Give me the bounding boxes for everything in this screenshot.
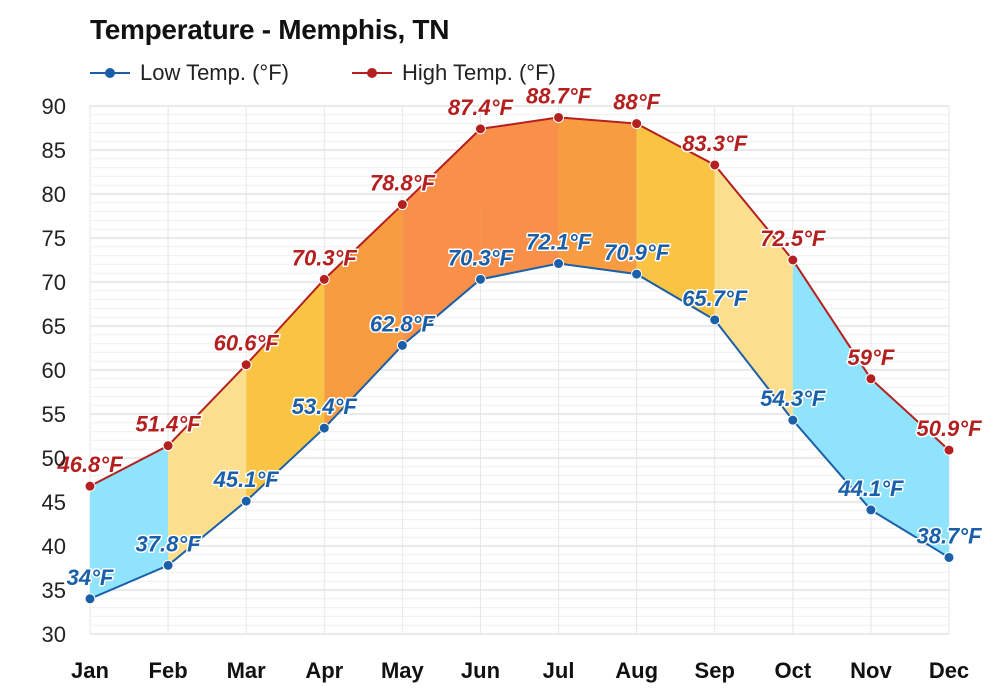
y-tick-label: 45	[42, 490, 66, 515]
temperature-band	[402, 128, 481, 346]
temperature-band	[324, 204, 403, 429]
low-temp-data-label: 72.1°F	[526, 230, 592, 255]
low-temp-data-label: 44.1°F	[837, 476, 904, 501]
y-tick-label: 80	[42, 182, 66, 207]
high-temp-data-label: 87.4°F	[448, 95, 514, 120]
high-temp-point[interactable]	[318, 273, 330, 285]
y-tick-label: 70	[42, 270, 66, 295]
high-temp-data-label: 46.8°F	[56, 452, 123, 477]
high-temp-data-label: 60.6°F	[214, 331, 280, 356]
low-temp-data-label: 37.8°F	[136, 531, 202, 556]
low-temp-point[interactable]	[240, 495, 252, 507]
temperature-band	[870, 378, 949, 558]
legend-low-marker-icon	[90, 63, 130, 83]
y-tick-label: 75	[42, 226, 66, 251]
y-tick-label: 55	[42, 402, 66, 427]
low-temp-data-label: 34°F	[67, 565, 114, 590]
high-temp-point[interactable]	[787, 254, 799, 266]
high-temp-point[interactable]	[396, 199, 408, 211]
high-temp-point[interactable]	[240, 359, 252, 371]
high-temp-data-label: 70.3°F	[292, 245, 358, 270]
y-tick-label: 65	[42, 314, 66, 339]
temperature-band	[558, 117, 637, 275]
low-temp-data-label: 45.1°F	[213, 467, 280, 492]
temperature-band	[792, 260, 871, 510]
low-temp-data-label: 70.3°F	[448, 245, 514, 270]
high-temp-point[interactable]	[162, 440, 174, 452]
high-temp-data-label: 51.4°F	[136, 412, 202, 437]
y-tick-label: 40	[42, 534, 66, 559]
low-temp-point[interactable]	[631, 268, 643, 280]
x-tick-label: May	[381, 658, 425, 683]
chart-title: Temperature - Memphis, TN	[90, 14, 450, 45]
low-temp-data-label: 54.3°F	[760, 386, 826, 411]
y-tick-label: 85	[42, 138, 66, 163]
temperature-band	[480, 117, 559, 280]
y-tick-label: 35	[42, 578, 66, 603]
low-temp-data-label: 65.7°F	[682, 286, 748, 311]
axes: 30 35 40 45 50 55 60 65 70 75 80 85 90 Jan Feb Mar Apr Ma…	[42, 94, 970, 683]
high-temp-data-label: 88.7°F	[526, 83, 592, 108]
x-tick-label: Oct	[774, 658, 811, 683]
high-temp-point[interactable]	[84, 480, 96, 492]
high-temp-data-label: 78.8°F	[370, 171, 436, 196]
high-temp-data-label: 72.5°F	[760, 226, 826, 251]
low-temp-point[interactable]	[318, 422, 330, 434]
x-tick-label: Jan	[71, 658, 109, 683]
x-tick-label: Apr	[305, 658, 343, 683]
temperature-band	[90, 445, 169, 599]
y-tick-label: 50	[42, 446, 66, 471]
temperature-band	[714, 164, 793, 421]
x-tick-label: Feb	[149, 658, 188, 683]
high-temp-point[interactable]	[631, 118, 643, 130]
x-tick-label: Nov	[850, 658, 892, 683]
x-tick-label: Sep	[695, 658, 735, 683]
x-tick-label: Jun	[461, 658, 500, 683]
high-temp-point[interactable]	[474, 123, 486, 135]
low-temp-data-label: 70.9°F	[604, 240, 670, 265]
series-lines	[89, 116, 950, 600]
high-temp-data-label: 83.3°F	[682, 131, 748, 156]
temperature-band	[168, 364, 247, 566]
legend-high-label: High Temp. (°F)	[402, 60, 556, 85]
temperature-band	[636, 123, 715, 320]
x-tick-label: Aug	[615, 658, 658, 683]
low-temp-point[interactable]	[865, 504, 877, 516]
legend-high-marker-icon	[352, 63, 392, 83]
data-labels: 34°F 37.8°F 45.1°F 53.4°F 62.8°F 70.3°F 72.1°F…	[55, 82, 984, 591]
low-temp-point[interactable]	[396, 339, 408, 351]
high-temp-point[interactable]	[709, 159, 721, 171]
high-temp-point[interactable]	[943, 444, 955, 456]
low-temp-point[interactable]	[84, 593, 96, 605]
low-temp-point[interactable]	[553, 258, 565, 270]
y-tick-label: 90	[42, 94, 66, 119]
low-temp-point[interactable]	[474, 273, 486, 285]
legend-item-high[interactable]: High Temp. (°F)	[352, 60, 556, 86]
low-temp-data-label: 53.4°F	[292, 394, 358, 419]
high-temp-data-label: 50.9°F	[916, 416, 982, 441]
x-tick-label: Dec	[929, 658, 969, 683]
high-temp-line	[89, 116, 950, 488]
x-tick-label: Mar	[227, 658, 267, 683]
x-tick-label: Jul	[543, 658, 575, 683]
low-temp-point[interactable]	[787, 414, 799, 426]
low-temp-data-label: 62.8°F	[370, 311, 436, 336]
legend-low-label: Low Temp. (°F)	[140, 60, 289, 85]
legend-item-low[interactable]: Low Temp. (°F)	[90, 60, 289, 86]
low-temp-line	[89, 262, 950, 600]
high-temp-data-label: 59°F	[848, 345, 895, 370]
temperature-bands	[90, 117, 949, 599]
high-temp-point[interactable]	[553, 111, 565, 123]
low-temp-point[interactable]	[709, 314, 721, 326]
low-temp-data-label: 38.7°F	[916, 523, 982, 548]
series-points	[84, 111, 955, 605]
low-temp-point[interactable]	[943, 551, 955, 563]
high-temp-point[interactable]	[865, 373, 877, 385]
high-temp-data-label: 88°F	[613, 90, 660, 115]
low-temp-point[interactable]	[162, 559, 174, 571]
y-tick-label: 30	[42, 622, 66, 647]
y-tick-label: 60	[42, 358, 66, 383]
